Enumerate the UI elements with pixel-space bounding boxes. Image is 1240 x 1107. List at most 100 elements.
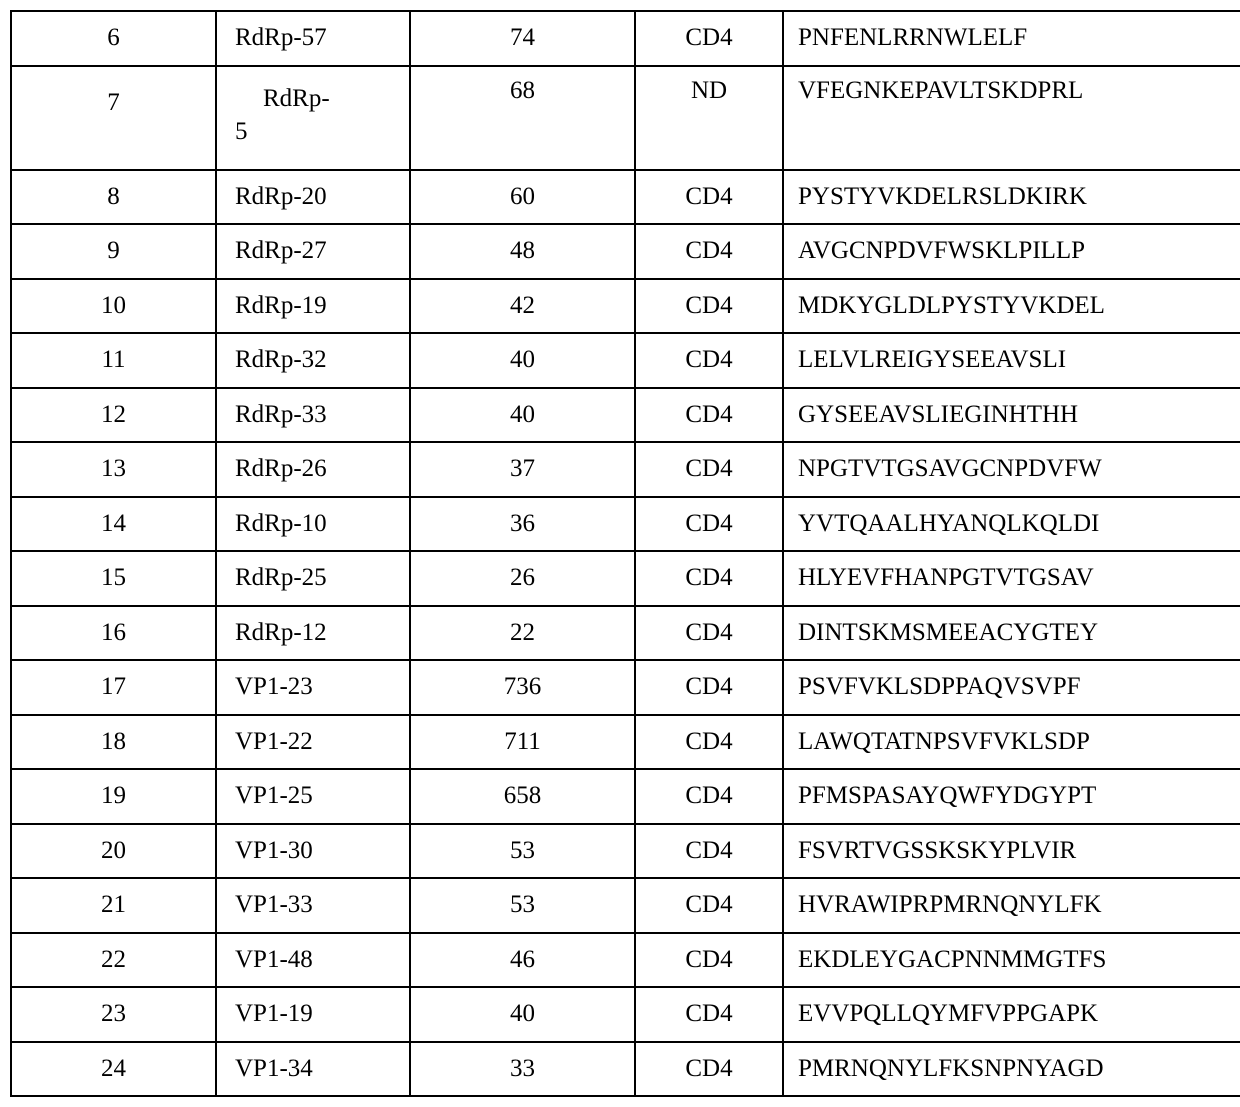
table-row: 7RdRp-568NDVFEGNKEPAVLTSKDPRL	[11, 66, 1240, 170]
cell-value: 711	[410, 715, 635, 770]
cell-marker: CD4	[635, 442, 783, 497]
cell-marker: ND	[635, 66, 783, 170]
cell-marker: CD4	[635, 824, 783, 879]
table-row: 20VP1-3053CD4FSVRTVGSSKSKYPLVIR	[11, 824, 1240, 879]
cell-index: 14	[11, 497, 216, 552]
cell-peptide-id: VP1-48	[216, 933, 410, 988]
cell-value: 53	[410, 878, 635, 933]
cell-marker: CD4	[635, 715, 783, 770]
cell-peptide-id: VP1-23	[216, 660, 410, 715]
cell-value: 40	[410, 333, 635, 388]
table-row: 12RdRp-3340CD4GYSEEAVSLIEGINHTHH	[11, 388, 1240, 443]
cell-marker: CD4	[635, 606, 783, 661]
cell-peptide-id: VP1-30	[216, 824, 410, 879]
cell-index: 20	[11, 824, 216, 879]
cell-index: 16	[11, 606, 216, 661]
cell-index: 15	[11, 551, 216, 606]
cell-sequence: GYSEEAVSLIEGINHTHH	[783, 388, 1240, 443]
cell-value: 74	[410, 11, 635, 66]
table-row: 13RdRp-2637CD4NPGTVTGSAVGCNPDVFW	[11, 442, 1240, 497]
table-row: 9RdRp-2748CD4AVGCNPDVFWSKLPILLP	[11, 224, 1240, 279]
table-row: 24VP1-3433CD4PMRNQNYLFKSNPNYAGD	[11, 1042, 1240, 1097]
cell-sequence: EVVPQLLQYMFVPPGAPK	[783, 987, 1240, 1042]
cell-value: 40	[410, 388, 635, 443]
cell-sequence: HVRAWIPRPMRNQNYLFK	[783, 878, 1240, 933]
cell-peptide-id: RdRp-20	[216, 170, 410, 225]
cell-marker: CD4	[635, 987, 783, 1042]
cell-index: 21	[11, 878, 216, 933]
cell-value: 53	[410, 824, 635, 879]
cell-marker: CD4	[635, 497, 783, 552]
cell-index: 8	[11, 170, 216, 225]
cell-peptide-id: RdRp-19	[216, 279, 410, 334]
cell-marker: CD4	[635, 878, 783, 933]
cell-sequence: PFMSPASAYQWFYDGYPT	[783, 769, 1240, 824]
cell-marker: CD4	[635, 279, 783, 334]
table-row: 18VP1-22711CD4LAWQTATNPSVFVKLSDP	[11, 715, 1240, 770]
cell-value: 736	[410, 660, 635, 715]
cell-sequence: MDKYGLDLPYSTYVKDEL	[783, 279, 1240, 334]
cell-index: 12	[11, 388, 216, 443]
cell-marker: CD4	[635, 11, 783, 66]
table-row: 15RdRp-2526CD4HLYEVFHANPGTVTGSAV	[11, 551, 1240, 606]
table-row: 22VP1-4846CD4EKDLEYGACPNNMMGTFS	[11, 933, 1240, 988]
cell-sequence: PYSTYVKDELRSLDKIRK	[783, 170, 1240, 225]
cell-peptide-id: RdRp-12	[216, 606, 410, 661]
peptide-id-line2: 5	[235, 116, 395, 149]
table-body: 6RdRp-5774CD4PNFENLRRNWLELF7RdRp-568NDVF…	[11, 11, 1240, 1096]
cell-index: 24	[11, 1042, 216, 1097]
cell-peptide-id: VP1-25	[216, 769, 410, 824]
cell-peptide-id: VP1-33	[216, 878, 410, 933]
cell-sequence: HLYEVFHANPGTVTGSAV	[783, 551, 1240, 606]
cell-sequence: FSVRTVGSSKSKYPLVIR	[783, 824, 1240, 879]
cell-index: 6	[11, 11, 216, 66]
cell-value: 42	[410, 279, 635, 334]
cell-index: 22	[11, 933, 216, 988]
cell-index: 18	[11, 715, 216, 770]
table-row: 6RdRp-5774CD4PNFENLRRNWLELF	[11, 11, 1240, 66]
cell-peptide-id: RdRp-5	[216, 66, 410, 170]
cell-peptide-id: RdRp-25	[216, 551, 410, 606]
cell-index: 9	[11, 224, 216, 279]
cell-index: 7	[11, 66, 216, 170]
cell-value: 68	[410, 66, 635, 170]
cell-sequence: PSVFVKLSDPPAQVSVPF	[783, 660, 1240, 715]
peptide-id-line1: RdRp-	[235, 83, 395, 116]
table-row: 8RdRp-2060CD4PYSTYVKDELRSLDKIRK	[11, 170, 1240, 225]
table-row: 19VP1-25658CD4PFMSPASAYQWFYDGYPT	[11, 769, 1240, 824]
cell-marker: CD4	[635, 1042, 783, 1097]
cell-value: 658	[410, 769, 635, 824]
cell-peptide-id: RdRp-10	[216, 497, 410, 552]
cell-peptide-id: RdRp-57	[216, 11, 410, 66]
cell-marker: CD4	[635, 388, 783, 443]
cell-sequence: LELVLREIGYSEEAVSLI	[783, 333, 1240, 388]
cell-peptide-id: RdRp-27	[216, 224, 410, 279]
cell-peptide-id: VP1-22	[216, 715, 410, 770]
cell-peptide-id: VP1-19	[216, 987, 410, 1042]
table-row: 16RdRp-1222CD4DINTSKMSMEEACYGTEY	[11, 606, 1240, 661]
cell-peptide-id: RdRp-33	[216, 388, 410, 443]
table-row: 14RdRp-1036CD4YVTQAALHYANQLKQLDI	[11, 497, 1240, 552]
cell-marker: CD4	[635, 170, 783, 225]
cell-sequence: VFEGNKEPAVLTSKDPRL	[783, 66, 1240, 170]
cell-peptide-id: VP1-34	[216, 1042, 410, 1097]
cell-index: 11	[11, 333, 216, 388]
table-row: 21VP1-3353CD4HVRAWIPRPMRNQNYLFK	[11, 878, 1240, 933]
cell-value: 26	[410, 551, 635, 606]
cell-sequence: NPGTVTGSAVGCNPDVFW	[783, 442, 1240, 497]
cell-sequence: DINTSKMSMEEACYGTEY	[783, 606, 1240, 661]
cell-sequence: PNFENLRRNWLELF	[783, 11, 1240, 66]
cell-index: 10	[11, 279, 216, 334]
cell-index: 13	[11, 442, 216, 497]
cell-marker: CD4	[635, 660, 783, 715]
cell-value: 22	[410, 606, 635, 661]
cell-value: 37	[410, 442, 635, 497]
cell-marker: CD4	[635, 933, 783, 988]
cell-sequence: AVGCNPDVFWSKLPILLP	[783, 224, 1240, 279]
data-table: 6RdRp-5774CD4PNFENLRRNWLELF7RdRp-568NDVF…	[10, 10, 1240, 1097]
table-row: 11RdRp-3240CD4LELVLREIGYSEEAVSLI	[11, 333, 1240, 388]
cell-index: 23	[11, 987, 216, 1042]
cell-value: 60	[410, 170, 635, 225]
cell-index: 17	[11, 660, 216, 715]
cell-peptide-id: RdRp-26	[216, 442, 410, 497]
